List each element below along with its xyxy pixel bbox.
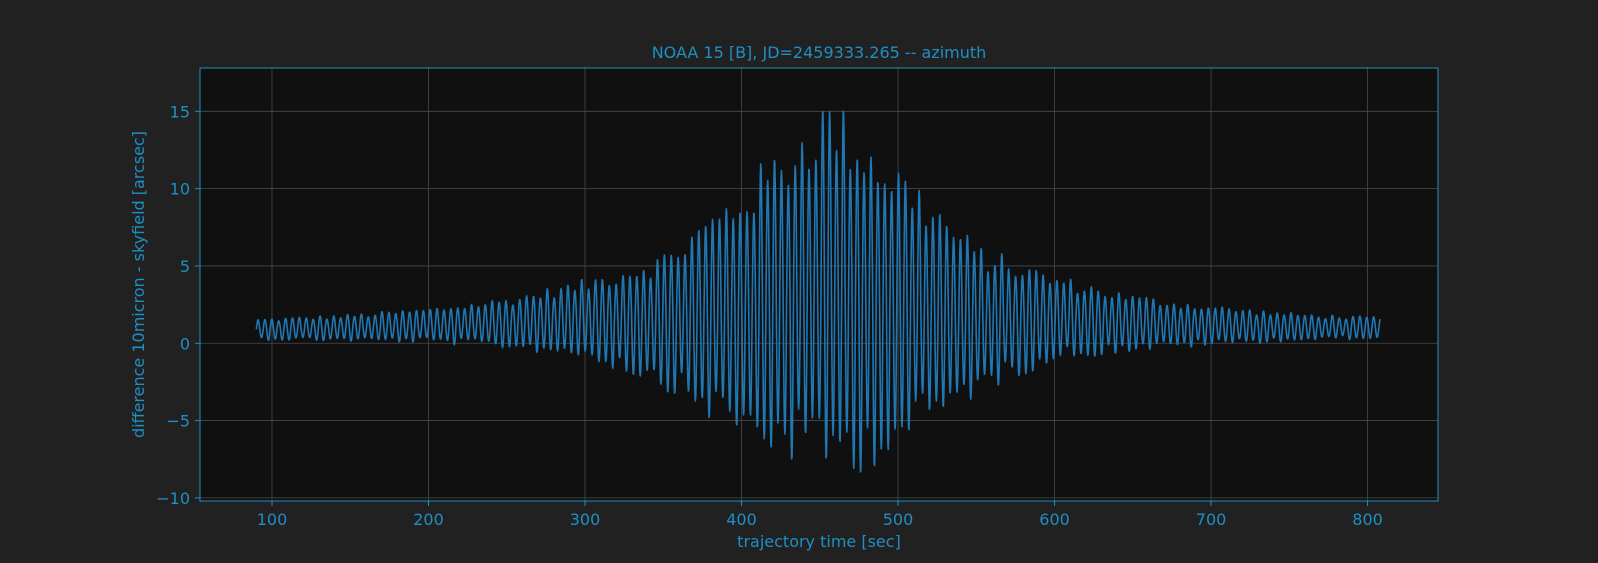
y-tick-label: 0 xyxy=(180,334,190,353)
plot-frame xyxy=(199,67,1439,502)
series-line-0 xyxy=(255,110,1381,473)
y-tick-label: 10 xyxy=(170,180,190,199)
x-tick-label: 600 xyxy=(1039,510,1070,529)
y-tick-label: −10 xyxy=(156,489,190,508)
x-tick-label: 100 xyxy=(257,510,288,529)
grid xyxy=(200,68,1438,501)
x-tick-label: 400 xyxy=(726,510,757,529)
y-axis-label: difference 10micron - skyfield [arcsec] xyxy=(129,131,148,438)
x-tick-label: 700 xyxy=(1196,510,1227,529)
x-tick-label: 300 xyxy=(570,510,601,529)
x-axis-label: trajectory time [sec] xyxy=(737,532,901,551)
x-tick-label: 800 xyxy=(1352,510,1383,529)
series-group xyxy=(255,110,1381,473)
y-tick-label: 15 xyxy=(170,102,190,121)
x-tick-label: 200 xyxy=(413,510,444,529)
chart-title: NOAA 15 [B], JD=2459333.265 -- azimuth xyxy=(652,43,987,62)
x-tick-label: 500 xyxy=(883,510,914,529)
y-tick-label: 5 xyxy=(180,257,190,276)
tick-group: 100 200 300 400 500 600 700 800 15 10 5 0 −5 −10 xyxy=(156,102,1383,529)
y-tick-label: −5 xyxy=(166,412,190,431)
plot-area xyxy=(200,68,1438,501)
